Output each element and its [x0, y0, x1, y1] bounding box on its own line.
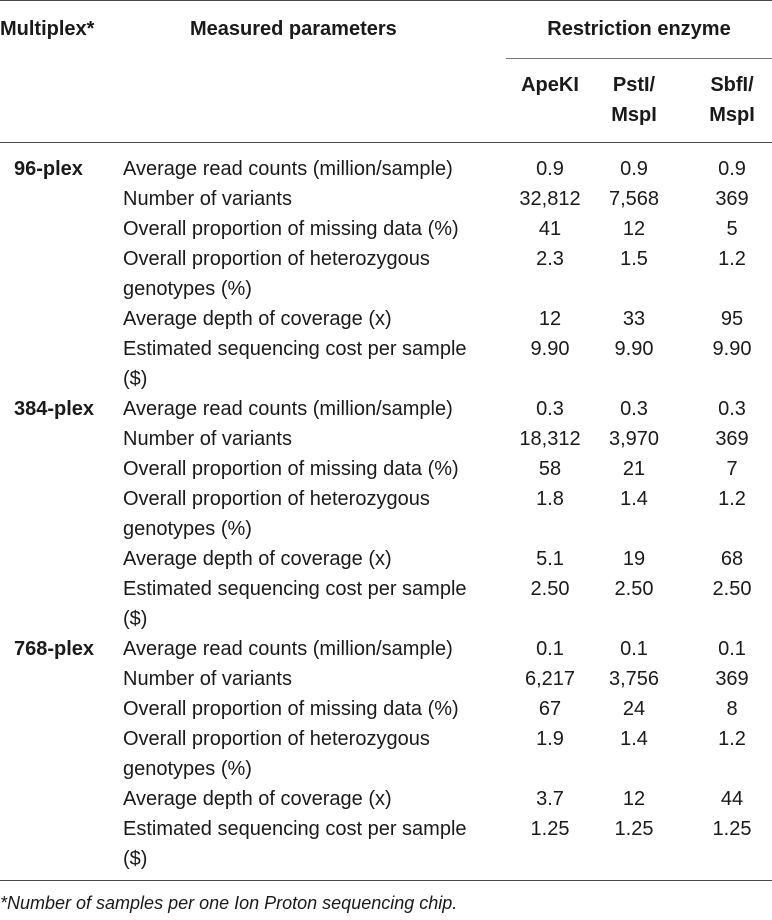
- value-apeki: 12: [538, 308, 562, 330]
- header-bottom-rule: [0, 142, 772, 143]
- value-psti-mspi: 24: [622, 698, 646, 720]
- value-psti-mspi: 1.25: [614, 818, 654, 840]
- value-sbfi-mspi: 369: [715, 188, 749, 210]
- value-apeki: 5.1: [536, 548, 564, 570]
- value-psti-mspi: 12: [622, 218, 646, 240]
- table-footnote: *Number of samples per one Ion Proton se…: [0, 893, 458, 913]
- value-psti-mspi: 0.3: [620, 398, 648, 420]
- enzyme-header-apeki: ApeKI: [500, 70, 600, 100]
- header-measured-parameters: Measured parameters: [190, 18, 397, 40]
- value-psti-mspi: 1.5: [620, 248, 648, 270]
- value-psti-mspi: 0.9: [620, 158, 648, 180]
- value-sbfi-mspi: 95: [720, 308, 744, 330]
- value-apeki: 41: [538, 218, 562, 240]
- header-restriction-enzyme: Restriction enzyme: [547, 18, 731, 40]
- value-sbfi-mspi: 0.9: [718, 158, 746, 180]
- value-psti-mspi: 3,970: [608, 428, 660, 450]
- value-sbfi-mspi: 2.50: [712, 578, 752, 600]
- value-apeki: 1.25: [530, 818, 570, 840]
- value-psti-mspi: 3,756: [608, 668, 660, 690]
- value-apeki: 2.50: [530, 578, 570, 600]
- value-apeki: 18,312: [519, 428, 581, 450]
- value-sbfi-mspi: 369: [715, 428, 749, 450]
- value-sbfi-mspi: 1.2: [718, 248, 746, 270]
- value-sbfi-mspi: 0.1: [718, 638, 746, 660]
- param-cell: Average depth of coverage (x): [123, 308, 392, 330]
- param-cell: Estimated sequencing cost per sample ($): [123, 578, 467, 630]
- param-cell: Average read counts (million/sample): [123, 158, 453, 180]
- param-cell: Average read counts (million/sample): [123, 638, 453, 660]
- param-cell: Number of variants: [123, 668, 292, 690]
- param-cell: Overall proportion of heterozygous genot…: [123, 248, 430, 300]
- param-cell: Estimated sequencing cost per sample ($): [123, 338, 467, 390]
- param-cell: Overall proportion of missing data (%): [123, 218, 459, 240]
- value-apeki: 6,217: [524, 668, 576, 690]
- value-apeki: 0.3: [536, 398, 564, 420]
- value-sbfi-mspi: 1.25: [712, 818, 752, 840]
- value-psti-mspi: 21: [622, 458, 646, 480]
- value-apeki: 1.9: [536, 728, 564, 750]
- value-sbfi-mspi: 7: [726, 458, 738, 480]
- param-cell: Number of variants: [123, 428, 292, 450]
- value-sbfi-mspi: 5: [726, 218, 738, 240]
- value-apeki: 32,812: [519, 188, 581, 210]
- value-psti-mspi: 2.50: [614, 578, 654, 600]
- enzyme-header-line1: ApeKI: [521, 74, 579, 96]
- value-sbfi-mspi: 369: [715, 668, 749, 690]
- value-apeki: 9.90: [530, 338, 570, 360]
- value-sbfi-mspi: 1.2: [718, 728, 746, 750]
- group-label-768-plex: 768-plex: [14, 638, 95, 660]
- enzyme-header-sbfi-mspi: SbfI/ MspI: [692, 70, 772, 130]
- value-psti-mspi: 9.90: [614, 338, 654, 360]
- enzyme-header-line2: MspI: [709, 104, 755, 126]
- value-apeki: 2.3: [536, 248, 564, 270]
- value-sbfi-mspi: 68: [720, 548, 744, 570]
- param-cell: Average read counts (million/sample): [123, 398, 453, 420]
- value-apeki: 0.9: [536, 158, 564, 180]
- top-rule: [0, 0, 772, 1]
- value-apeki: 58: [538, 458, 562, 480]
- value-apeki: 67: [538, 698, 562, 720]
- param-cell: Number of variants: [123, 188, 292, 210]
- table-bottom-rule: [0, 880, 772, 881]
- value-psti-mspi: 19: [622, 548, 646, 570]
- enzyme-header-line1: SbfI/: [710, 74, 754, 96]
- value-sbfi-mspi: 1.2: [718, 488, 746, 510]
- value-psti-mspi: 1.4: [620, 728, 648, 750]
- param-cell: Overall proportion of missing data (%): [123, 458, 459, 480]
- enzyme-header-line1: PstI/: [612, 74, 656, 96]
- enzyme-header-rule: [506, 58, 772, 59]
- value-sbfi-mspi: 44: [720, 788, 744, 810]
- enzyme-header-psti-mspi: PstI/ MspI: [594, 70, 674, 130]
- value-psti-mspi: 1.4: [620, 488, 648, 510]
- group-label-384-plex: 384-plex: [14, 398, 95, 420]
- param-cell: Overall proportion of heterozygous genot…: [123, 488, 430, 540]
- param-cell: Overall proportion of heterozygous genot…: [123, 728, 430, 780]
- value-sbfi-mspi: 9.90: [712, 338, 752, 360]
- value-sbfi-mspi: 0.3: [718, 398, 746, 420]
- enzyme-header-line2: MspI: [611, 104, 657, 126]
- header-multiplex: Multiplex*: [0, 18, 95, 40]
- value-psti-mspi: 33: [622, 308, 646, 330]
- value-psti-mspi: 7,568: [608, 188, 660, 210]
- value-apeki: 3.7: [536, 788, 564, 810]
- value-sbfi-mspi: 8: [726, 698, 738, 720]
- value-psti-mspi: 0.1: [620, 638, 648, 660]
- value-psti-mspi: 12: [622, 788, 646, 810]
- param-cell: Average depth of coverage (x): [123, 548, 392, 570]
- param-cell: Overall proportion of missing data (%): [123, 698, 459, 720]
- param-cell: Average depth of coverage (x): [123, 788, 392, 810]
- value-apeki: 1.8: [536, 488, 564, 510]
- value-apeki: 0.1: [536, 638, 564, 660]
- param-cell: Estimated sequencing cost per sample ($): [123, 818, 467, 870]
- group-label-96-plex: 96-plex: [14, 158, 83, 180]
